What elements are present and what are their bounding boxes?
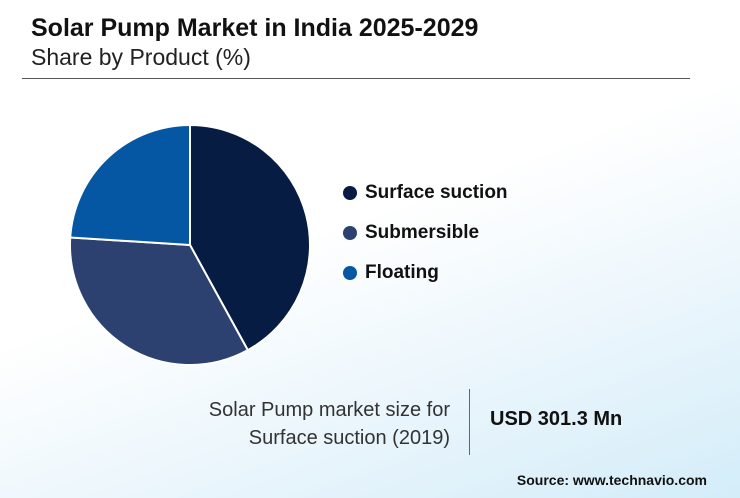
legend-label: Submersible bbox=[365, 222, 480, 243]
legend-label: Surface suction bbox=[365, 182, 508, 203]
legend-swatch bbox=[343, 226, 357, 240]
stat-label: Solar Pump market size for Surface sucti… bbox=[209, 396, 450, 452]
stat-label-line2: Surface suction (2019) bbox=[248, 427, 450, 449]
stat-label-line1: Solar Pump market size for bbox=[208, 399, 450, 421]
legend-item-floating: Floating bbox=[343, 253, 508, 293]
legend-swatch bbox=[343, 266, 357, 280]
legend-label: Floating bbox=[365, 262, 439, 283]
chart-title: Solar Pump Market in India 2025-2029 bbox=[31, 14, 479, 42]
chart-subtitle: Share by Product (%) bbox=[31, 44, 251, 70]
legend-swatch bbox=[343, 186, 357, 200]
stat-value: USD 301.3 Mn bbox=[490, 408, 623, 430]
title-divider bbox=[22, 78, 690, 79]
legend-item-surface-suction: Surface suction bbox=[343, 173, 508, 213]
legend-item-submersible: Submersible bbox=[343, 213, 508, 253]
stat-divider bbox=[469, 389, 470, 455]
pie-slice-floating bbox=[69, 123, 191, 247]
pie-slice-surface-suction bbox=[189, 123, 311, 352]
pie-slice-submersible bbox=[69, 236, 250, 366]
source-note: Source: www.technavio.com bbox=[516, 472, 707, 488]
legend: Surface suction Submersible Floating bbox=[343, 173, 508, 293]
